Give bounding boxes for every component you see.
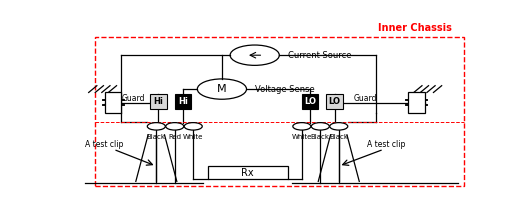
Text: Hi: Hi xyxy=(153,97,163,106)
Text: Voltage Sense: Voltage Sense xyxy=(255,84,314,94)
Bar xyxy=(326,94,343,108)
Bar xyxy=(175,94,191,108)
Bar xyxy=(95,37,464,186)
Circle shape xyxy=(166,123,184,130)
Text: Current Source: Current Source xyxy=(288,51,351,60)
Text: Black: Black xyxy=(329,134,348,140)
Text: M: M xyxy=(217,84,227,94)
Bar xyxy=(150,94,167,108)
Circle shape xyxy=(311,123,330,130)
Text: Black: Black xyxy=(311,134,330,140)
Text: LO: LO xyxy=(304,97,316,106)
Circle shape xyxy=(293,123,311,130)
Bar xyxy=(105,92,122,113)
Bar xyxy=(207,166,288,179)
Text: Black: Black xyxy=(147,134,166,140)
Text: Guard: Guard xyxy=(354,94,377,103)
Text: Hi: Hi xyxy=(178,97,188,106)
Text: Inner Chassis: Inner Chassis xyxy=(378,23,452,33)
Text: White: White xyxy=(291,134,312,140)
Bar xyxy=(302,94,318,108)
Text: Rx: Rx xyxy=(241,167,254,178)
Circle shape xyxy=(184,123,202,130)
Circle shape xyxy=(147,123,166,130)
Circle shape xyxy=(330,123,348,130)
Text: Red: Red xyxy=(168,134,181,140)
Text: Guard: Guard xyxy=(122,94,145,103)
Text: White: White xyxy=(183,134,204,140)
Text: A test clip: A test clip xyxy=(85,141,123,149)
Text: A test clip: A test clip xyxy=(368,141,406,149)
Text: LO: LO xyxy=(329,97,341,106)
Bar xyxy=(408,92,425,113)
